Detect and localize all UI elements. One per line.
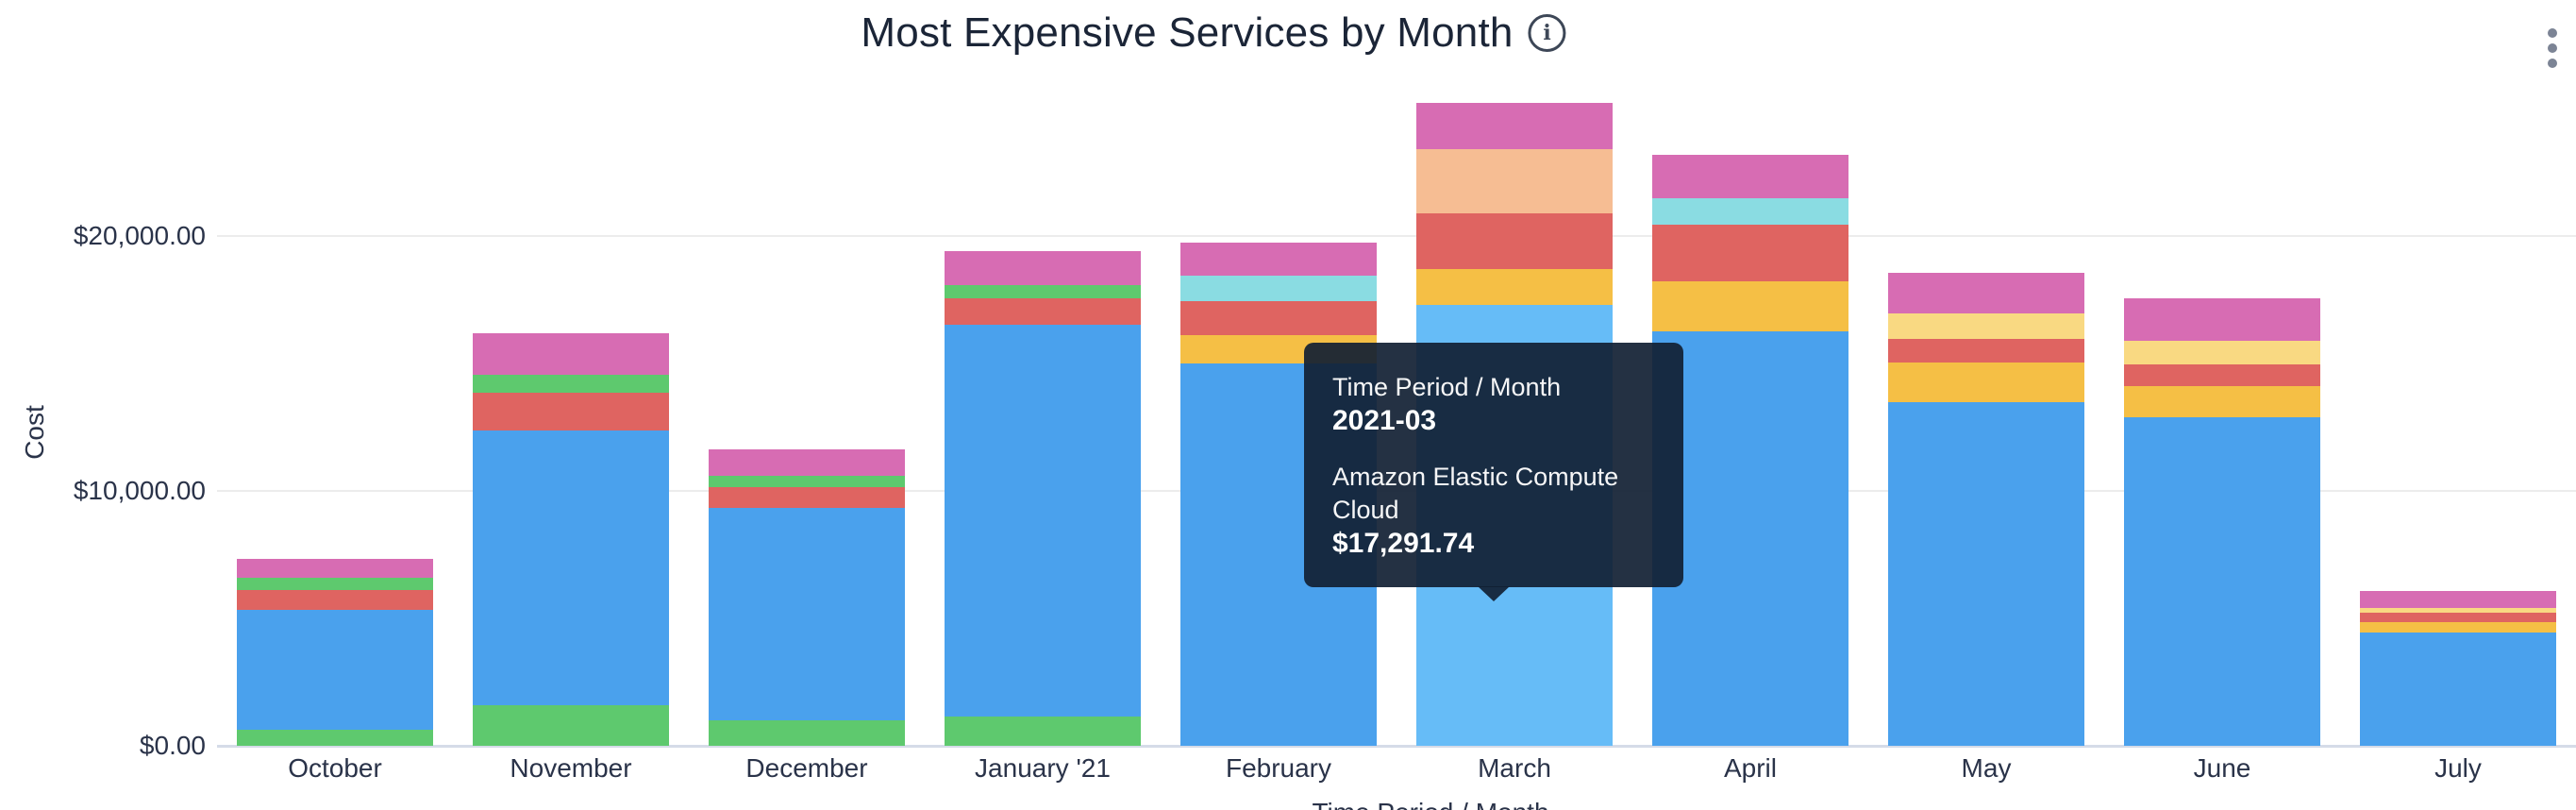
bar-segment-pink[interactable] xyxy=(2360,591,2556,608)
bar-segment-pink[interactable] xyxy=(1180,242,1377,277)
x-tick-label: December xyxy=(745,753,868,783)
bar-segment-red[interactable] xyxy=(1888,339,2084,363)
kebab-menu-icon[interactable] xyxy=(2548,28,2557,68)
x-tick-label: November xyxy=(510,753,632,783)
bar-segment-pink[interactable] xyxy=(709,449,905,476)
bar-segment-blue[interactable] xyxy=(709,508,905,721)
tooltip: Time Period / Month 2021-03 Amazon Elast… xyxy=(1304,343,1683,601)
bar-segment-green[interactable] xyxy=(473,375,669,394)
bar-segment-blue[interactable] xyxy=(2360,633,2556,746)
bar-band xyxy=(2340,0,2576,746)
bar-october[interactable] xyxy=(237,559,433,746)
bar-february[interactable] xyxy=(1180,242,1377,746)
info-icon[interactable]: i xyxy=(1528,14,1566,52)
x-tick-label: July xyxy=(2434,753,2482,783)
y-tick-label: $20,000.00 xyxy=(73,221,206,250)
bar-band xyxy=(925,0,1161,746)
bar-segment-green[interactable] xyxy=(945,285,1141,299)
bar-segment-green[interactable] xyxy=(473,705,669,746)
bar-band xyxy=(1161,0,1397,746)
bar-segment-paleyellow[interactable] xyxy=(1888,312,2084,340)
bar-segment-pink[interactable] xyxy=(237,559,433,579)
bar-segment-paleyellow[interactable] xyxy=(2360,607,2556,614)
bar-segment-blue[interactable] xyxy=(1652,330,1848,746)
bar-segment-pink[interactable] xyxy=(473,332,669,376)
bar-segment-yellow[interactable] xyxy=(1652,280,1848,331)
bar-segment-peach[interactable] xyxy=(1416,148,1613,213)
bar-segment-red[interactable] xyxy=(1652,224,1848,281)
bar-segment-red[interactable] xyxy=(945,298,1141,325)
bar-band xyxy=(1868,0,2104,746)
bar-segment-green[interactable] xyxy=(945,717,1141,746)
bar-july[interactable] xyxy=(2360,591,2556,746)
bar-segment-cyan[interactable] xyxy=(1652,197,1848,225)
bar-segment-pink[interactable] xyxy=(1652,154,1848,198)
bar-segment-red[interactable] xyxy=(2360,613,2556,623)
bar-segment-green[interactable] xyxy=(709,475,905,488)
bar-segment-yellow[interactable] xyxy=(1416,268,1613,306)
bar-segment-pink[interactable] xyxy=(2124,298,2320,341)
bar-april[interactable] xyxy=(1652,154,1848,746)
y-axis-title: Cost xyxy=(19,405,49,460)
bar-january-21[interactable] xyxy=(945,251,1141,746)
bar-segment-red[interactable] xyxy=(1180,301,1377,336)
bar-segment-blue[interactable] xyxy=(2124,416,2320,746)
y-tick-label: $10,000.00 xyxy=(73,476,206,505)
tooltip-series-value: $17,291.74 xyxy=(1332,528,1475,559)
x-tick-label: October xyxy=(288,753,382,783)
bar-segment-blue[interactable] xyxy=(237,610,433,730)
x-tick-label: March xyxy=(1478,753,1551,783)
tooltip-dimension-label: Time Period / Month xyxy=(1332,373,1562,401)
bar-segment-blue[interactable] xyxy=(945,324,1141,717)
bar-band xyxy=(2104,0,2340,746)
bar-segment-pink[interactable] xyxy=(1416,103,1613,149)
tooltip-spacer xyxy=(1332,438,1655,461)
chart-header: Most Expensive Services by Month i xyxy=(861,9,1566,57)
x-tick-label: January '21 xyxy=(975,753,1111,783)
bar-segment-red[interactable] xyxy=(1416,212,1613,269)
bar-segment-green[interactable] xyxy=(237,730,433,746)
chart-title: Most Expensive Services by Month xyxy=(861,9,1514,56)
bar-segment-red[interactable] xyxy=(237,589,433,611)
bar-december[interactable] xyxy=(709,449,905,746)
kebab-dot xyxy=(2548,43,2557,53)
bar-segment-blue[interactable] xyxy=(1888,401,2084,746)
bar-segment-paleyellow[interactable] xyxy=(2124,341,2320,365)
bar-segment-red[interactable] xyxy=(2124,364,2320,387)
x-tick-label: April xyxy=(1723,753,1777,783)
x-tick-label: May xyxy=(1961,753,2012,783)
bar-segment-cyan[interactable] xyxy=(1180,276,1377,302)
x-tick-label: June xyxy=(2193,753,2251,783)
bar-segment-blue[interactable] xyxy=(473,430,669,706)
x-tick-label: February xyxy=(1225,753,1332,783)
x-axis-title: Time Period / Month xyxy=(1312,798,1548,810)
kebab-dot xyxy=(2548,28,2557,38)
bar-band xyxy=(217,0,453,746)
bar-segment-pink[interactable] xyxy=(945,251,1141,286)
bar-segment-red[interactable] xyxy=(473,393,669,431)
bar-november[interactable] xyxy=(473,332,669,746)
bar-segment-pink[interactable] xyxy=(1888,273,2084,313)
tooltip-dimension-value: 2021-03 xyxy=(1332,405,1437,436)
bar-may[interactable] xyxy=(1888,273,2084,746)
bar-segment-yellow[interactable] xyxy=(1888,363,2084,402)
y-tick-label: $0.00 xyxy=(139,731,206,760)
kebab-dot xyxy=(2548,59,2557,68)
bar-segment-green[interactable] xyxy=(237,578,433,590)
bar-band xyxy=(689,0,925,746)
bar-segment-yellow[interactable] xyxy=(2360,622,2556,633)
bar-segment-red[interactable] xyxy=(709,487,905,509)
gridline xyxy=(217,745,2576,748)
tooltip-caret-icon xyxy=(1478,586,1510,601)
bar-band xyxy=(453,0,689,746)
bar-band xyxy=(1632,0,1868,746)
tooltip-series-label: Amazon Elastic Compute Cloud xyxy=(1332,463,1619,524)
bar-june[interactable] xyxy=(2124,298,2320,746)
gridline xyxy=(217,235,2576,237)
bar-segment-yellow[interactable] xyxy=(2124,386,2320,417)
bar-segment-green[interactable] xyxy=(709,720,905,746)
